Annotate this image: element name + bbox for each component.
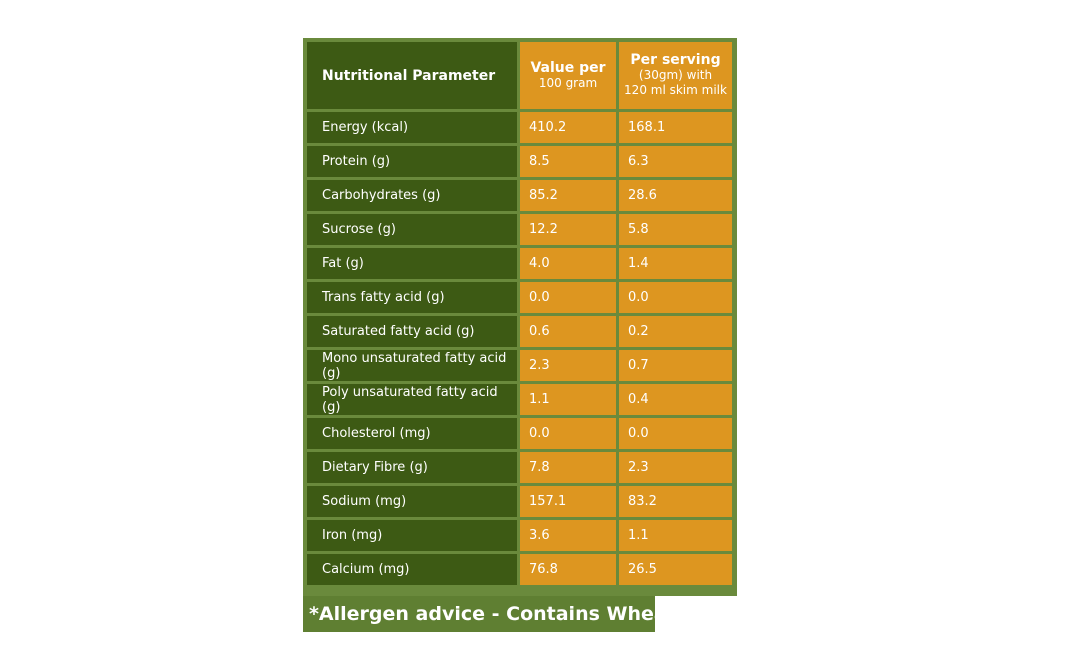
row-value-per-100g: 3.6	[520, 520, 616, 551]
row-value-per-serving: 0.2	[619, 316, 732, 347]
row-parameter: Poly unsaturated fatty acid (g)	[307, 384, 517, 415]
row-parameter: Protein (g)	[307, 146, 517, 177]
row-parameter: Fat (g)	[307, 248, 517, 279]
row-value-per-100g: 0.0	[520, 282, 616, 313]
row-value-per-serving: 28.6	[619, 180, 732, 211]
row-value-per-serving: 168.1	[619, 112, 732, 143]
row-value-per-100g: 12.2	[520, 214, 616, 245]
header-nutritional-parameter: Nutritional Parameter	[307, 42, 517, 109]
row-parameter: Saturated fatty acid (g)	[307, 316, 517, 347]
header-per-serving-line2: (30gm) with	[638, 68, 713, 82]
row-value-per-100g: 8.5	[520, 146, 616, 177]
row-value-per-100g: 0.6	[520, 316, 616, 347]
row-value-per-100g: 76.8	[520, 554, 616, 585]
row-value-per-serving: 5.8	[619, 214, 732, 245]
row-value-per-serving: 0.0	[619, 418, 732, 449]
header-per-serving-line1: Per serving	[630, 52, 721, 68]
header-per-serving-line3: 120 ml skim milk	[624, 83, 727, 97]
row-parameter: Iron (mg)	[307, 520, 517, 551]
row-parameter: Sodium (mg)	[307, 486, 517, 517]
row-value-per-100g: 1.1	[520, 384, 616, 415]
nutrition-table: Nutritional Parameter Value per 100 gram…	[307, 42, 732, 585]
allergen-advice: *Allergen advice - Contains Wheat	[303, 596, 676, 632]
row-value-per-100g: 2.3	[520, 350, 616, 381]
row-value-per-100g: 4.0	[520, 248, 616, 279]
row-value-per-serving: 1.4	[619, 248, 732, 279]
row-value-per-100g: 85.2	[520, 180, 616, 211]
header-per-serving: Per serving (30gm) with 120 ml skim milk	[619, 42, 732, 109]
row-value-per-serving: 2.3	[619, 452, 732, 483]
row-parameter: Dietary Fibre (g)	[307, 452, 517, 483]
row-parameter: Sucrose (g)	[307, 214, 517, 245]
row-parameter: Calcium (mg)	[307, 554, 517, 585]
row-value-per-serving: 0.0	[619, 282, 732, 313]
row-parameter: Cholesterol (mg)	[307, 418, 517, 449]
row-value-per-100g: 0.0	[520, 418, 616, 449]
row-value-per-100g: 7.8	[520, 452, 616, 483]
row-parameter: Trans fatty acid (g)	[307, 282, 517, 313]
nutrition-table-panel: Nutritional Parameter Value per 100 gram…	[303, 38, 737, 596]
row-parameter: Energy (kcal)	[307, 112, 517, 143]
row-value-per-serving: 6.3	[619, 146, 732, 177]
header-value-per-100g-line2: 100 gram	[538, 75, 598, 90]
header-value-per-100g-line1: Value per	[530, 59, 606, 76]
row-parameter: Carbohydrates (g)	[307, 180, 517, 211]
row-value-per-serving: 1.1	[619, 520, 732, 551]
row-value-per-100g: 157.1	[520, 486, 616, 517]
row-value-per-serving: 83.2	[619, 486, 732, 517]
row-parameter: Mono unsaturated fatty acid (g)	[307, 350, 517, 381]
header-value-per-100g: Value per 100 gram	[520, 42, 616, 109]
row-value-per-serving: 0.7	[619, 350, 732, 381]
row-value-per-100g: 410.2	[520, 112, 616, 143]
row-value-per-serving: 26.5	[619, 554, 732, 585]
row-value-per-serving: 0.4	[619, 384, 732, 415]
